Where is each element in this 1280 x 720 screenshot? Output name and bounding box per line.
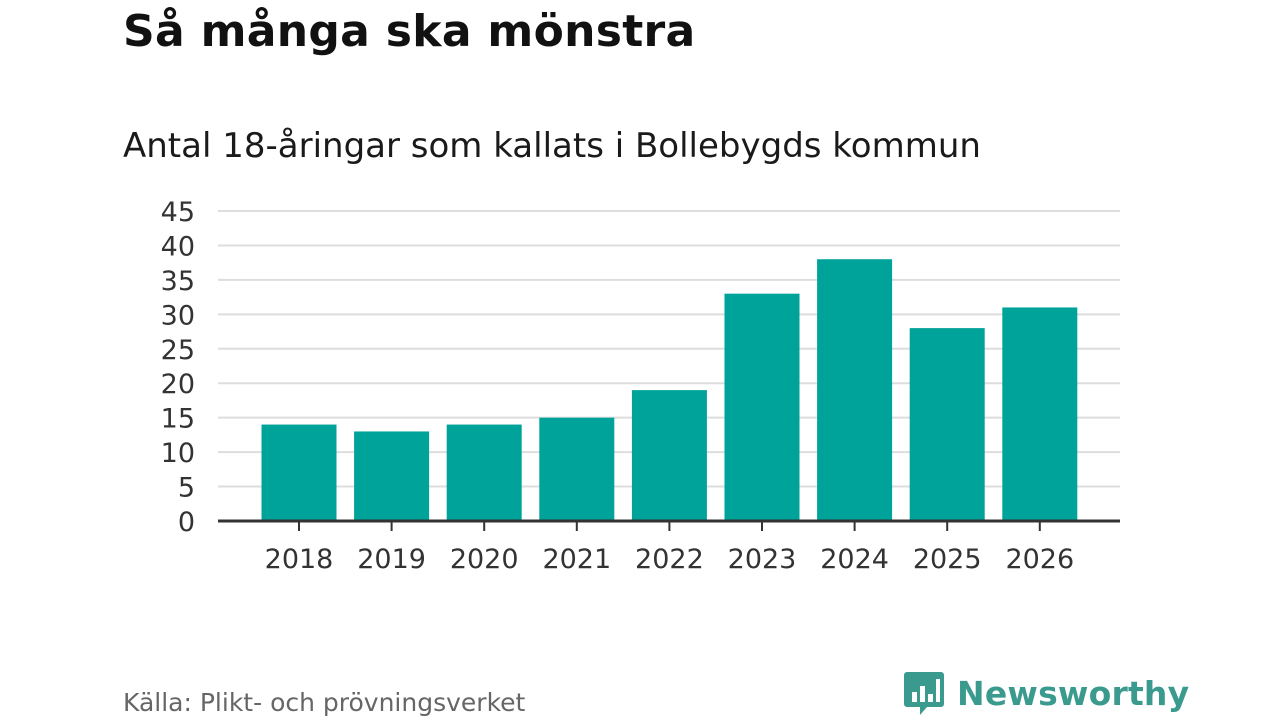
x-tick-label: 2020 [450,544,519,575]
chart-subtitle: Antal 18-åringar som kallats i Bollebygd… [123,126,981,166]
x-tick-label: 2018 [265,544,334,575]
x-tick-label: 2024 [820,544,889,575]
x-tick-label: 2026 [1005,544,1074,575]
bar-2020 [446,424,522,521]
brand-logo[interactable]: Newsworthy [903,670,1189,716]
x-tick-label: 2019 [357,544,426,575]
y-tick-label: 30 [161,300,195,331]
x-tick-label: 2023 [728,544,797,575]
y-tick-label: 5 [178,473,195,504]
bar-2019 [354,431,430,521]
x-tick-label: 2022 [635,544,704,575]
bars [261,259,1078,521]
bar-2018 [261,424,337,521]
bar-2021 [539,417,615,521]
chart-title: Så många ska mönstra [123,6,696,57]
bar-2024 [817,259,893,521]
y-tick-label: 45 [161,197,195,228]
y-tick-label: 25 [161,335,195,366]
brand-name: Newsworthy [957,673,1190,713]
y-tick-label: 35 [161,266,195,297]
x-axis [218,519,1120,531]
x-tick-label: 2025 [913,544,982,575]
x-axis-ticks: 2018 2019 2020 2021 2022 2023 2024 2025 2026 [265,544,1075,575]
bar-2023 [724,293,800,521]
y-tick-label: 10 [161,438,195,469]
y-tick-label: 15 [161,404,195,435]
bar-2026 [1002,307,1078,521]
y-tick-label: 20 [161,369,195,400]
y-tick-label: 0 [178,507,195,538]
x-tick-label: 2021 [542,544,611,575]
source-note: Källa: Plikt- och prövningsverket [123,688,526,717]
bar-2025 [909,328,985,521]
bar-2022 [631,390,707,521]
y-tick-label: 40 [161,231,195,262]
newsworthy-logo-icon [904,672,944,715]
